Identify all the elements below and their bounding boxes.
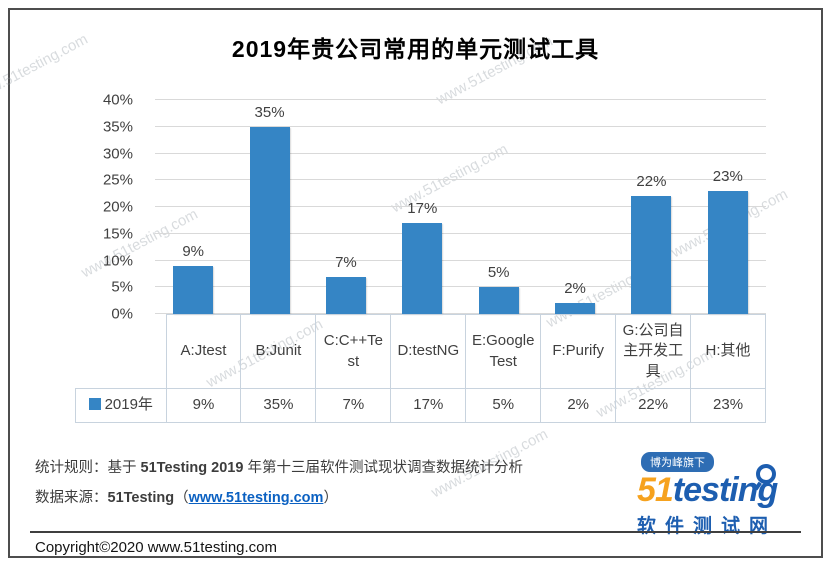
- bar: [249, 126, 290, 314]
- site-link[interactable]: www.51testing.com: [188, 490, 324, 506]
- bar-slot: 5%: [461, 100, 537, 314]
- bar-value-label: 2%: [564, 280, 586, 298]
- chart-title: 2019年贵公司常用的单元测试工具: [231, 36, 600, 62]
- value-row: 2019年 9% 35% 7% 17% 5% 2% 22% 23%: [75, 388, 766, 423]
- y-tick-label: 35%: [102, 118, 133, 136]
- y-tick-label: 10%: [102, 252, 133, 269]
- data-table: A:Jtest B:Junit C:C++Test D:testNG E:Google …: [75, 314, 766, 423]
- table-value-cell: 17%: [390, 388, 467, 423]
- gridline: [155, 259, 766, 261]
- bar-slot: 7%: [308, 100, 384, 314]
- table-value-cell: 23%: [690, 388, 766, 423]
- paren-open: （: [174, 490, 189, 506]
- y-tick-label: 30%: [102, 145, 133, 162]
- bar-value-label: 5%: [487, 264, 510, 282]
- gridline: [155, 152, 766, 154]
- legend-swatch-icon: [88, 398, 101, 411]
- bar-slot: 35%: [231, 100, 307, 314]
- bar-value-label: 23%: [712, 167, 743, 185]
- table-category-cell: C:C++Test: [315, 314, 392, 389]
- table-category-cell: F:Purify: [540, 314, 617, 389]
- table-category-cell: H:其他: [690, 314, 766, 389]
- table-category-cell: G:公司自主开发工具: [615, 314, 692, 389]
- stats-rule-label: 统计规则：: [35, 460, 108, 476]
- stats-rule-line: 统计规则：基于 51Testing 2019 年第十三届软件测试现状调查数据统计…: [35, 456, 523, 477]
- logo-brand: 51testing: [637, 464, 809, 509]
- data-source-label: 数据来源：: [35, 490, 108, 506]
- legend-cell: 2019年: [75, 388, 167, 423]
- y-tick-label: 5%: [111, 278, 133, 296]
- bar-value-label: 35%: [254, 103, 285, 121]
- bar: [402, 223, 443, 314]
- y-tick-label: 0%: [111, 305, 133, 323]
- bar-value-label: 9%: [182, 242, 205, 260]
- gridline: [155, 179, 766, 181]
- y-tick-label: 40%: [102, 91, 133, 109]
- gridline: [155, 313, 766, 314]
- bar: [478, 287, 519, 314]
- logo-badge: 博为峰旗下: [641, 452, 714, 472]
- bar: [173, 265, 214, 314]
- data-source-line: 数据来源：51Testing（www.51testing.com）: [35, 486, 338, 507]
- bar: [555, 303, 596, 314]
- table-category-cell: D:testNG: [390, 314, 467, 389]
- plot-area: 9% 35% 7% 17% 5% 2% 22% 23%: [155, 99, 766, 314]
- gridline: [155, 206, 766, 207]
- legend-series-label: 2019年: [104, 396, 153, 414]
- bar-slot: 9%: [155, 100, 231, 314]
- bar-value-label: 17%: [407, 200, 438, 218]
- paren-close: ）: [323, 490, 338, 506]
- category-row: A:Jtest B:Junit C:C++Test D:testNG E:Google …: [76, 314, 766, 389]
- data-source-brand: 51Testing: [107, 490, 175, 506]
- gridline: [155, 125, 766, 127]
- magnifier-icon: [756, 464, 776, 484]
- gridline: [155, 286, 766, 288]
- table-value-cell: 2%: [540, 388, 617, 423]
- bar: [325, 276, 366, 314]
- y-tick-label: 25%: [102, 171, 133, 189]
- stats-rule-pre: 基于: [107, 460, 141, 476]
- bar-slot: 22%: [613, 100, 689, 314]
- bar-slot: 23%: [690, 100, 766, 314]
- gridline: [155, 99, 766, 100]
- bar-slot: 2%: [537, 100, 613, 314]
- logo-subtitle: 软件测试网: [637, 516, 778, 537]
- table-corner-cell: [76, 315, 167, 389]
- table-value-cell: 7%: [315, 388, 392, 423]
- 51testing-logo: 博为峰旗下 51testing 软件测试网: [637, 452, 809, 538]
- bar-slot: 17%: [384, 100, 460, 314]
- table-category-cell: B:Junit: [240, 314, 317, 389]
- y-tick-label: 20%: [102, 198, 133, 216]
- y-tick-label: 15%: [102, 225, 133, 243]
- table-value-cell: 35%: [240, 388, 317, 423]
- bar-value-label: 7%: [335, 253, 357, 271]
- y-axis: 0% 5% 10% 15% 20% 25% 30% 35% 40%: [55, 92, 145, 323]
- bar: [707, 190, 748, 314]
- stats-rule-brand: 51Testing 2019: [140, 460, 244, 476]
- bar-value-label: 22%: [636, 173, 667, 191]
- gridline: [155, 232, 766, 234]
- bar: [631, 196, 672, 314]
- table-category-cell: A:Jtest: [165, 314, 242, 389]
- stats-rule-post: 年第十三届软件测试现状调查数据统计分析: [243, 460, 523, 476]
- table-value-cell: 5%: [465, 388, 542, 423]
- table-category-cell: E:Google Test: [465, 314, 542, 389]
- table-value-cell: 9%: [165, 388, 242, 423]
- table-value-cell: 22%: [615, 388, 692, 423]
- copyright-text: Copyright©2020 www.51testing.com: [35, 539, 278, 556]
- bars: 9% 35% 7% 17% 5% 2% 22% 23%: [155, 100, 766, 314]
- logo-brand-51: 51: [637, 471, 674, 509]
- footer-separator: [30, 531, 801, 533]
